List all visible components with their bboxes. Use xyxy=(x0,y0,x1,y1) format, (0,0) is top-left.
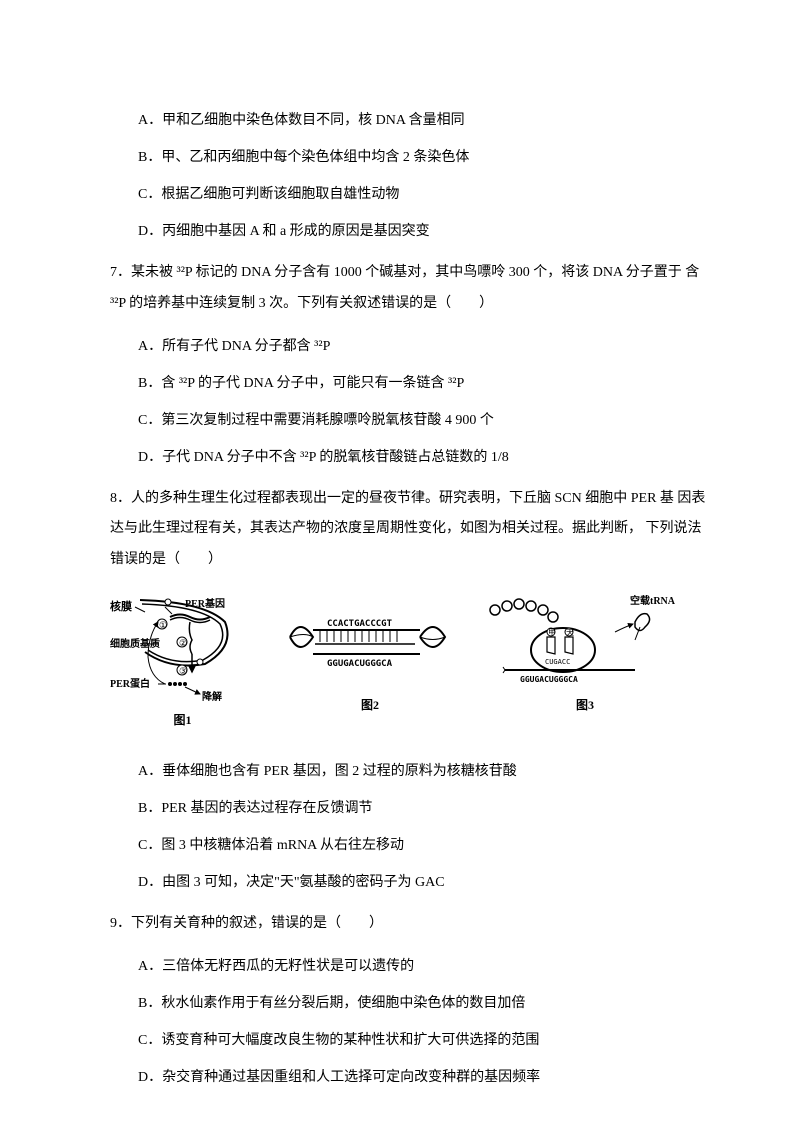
q8-figure-1: ① ② ③ 核膜 xyxy=(110,592,255,729)
fig3-title: 图3 xyxy=(576,696,594,714)
q8-figures: ① ② ③ 核膜 xyxy=(110,592,710,729)
q8-option-a: A．垂体细胞也含有 PER 基因，图 2 过程的原料为核糖核苷酸 xyxy=(110,761,710,782)
q7-option-c: C．第三次复制过程中需要消耗腺嘌呤脱氧核苷酸 4 900 个 xyxy=(110,410,710,431)
fig3-trna-label: 空载tRNA xyxy=(630,594,676,607)
q9-option-a: A．三倍体无籽西瓜的无籽性状是可以遗传的 xyxy=(110,956,710,977)
fig1-title: 图1 xyxy=(173,711,191,729)
q7-option-d: D．子代 DNA 分子中不含 ³²P 的脱氧核苷酸链占总链数的 1/8 xyxy=(110,447,710,468)
q8-stem-line1: 8．人的多种生理生化过程都表现出一定的昼夜节律。研究表明，下丘脑 SCN 细胞中… xyxy=(110,491,674,506)
q6-option-b: B．甲、乙和丙细胞中每个染色体组中均含 2 条染色体 xyxy=(110,147,710,168)
fig2-title: 图2 xyxy=(361,696,379,714)
q8-figure-2: CCACTGACCCGT GGUGACUGGGCA 图2 xyxy=(285,592,455,714)
q8-fig1-svg: ① ② ③ 核膜 xyxy=(110,592,255,707)
q6-option-c: C．根据乙细胞可判断该细胞取自雄性动物 xyxy=(110,184,710,205)
q7-option-b: B．含 ³²P 的子代 DNA 分子中，可能只有一条链含 ³²P xyxy=(110,373,710,394)
svg-text:①: ① xyxy=(159,620,167,630)
q9-option-d: D．杂交育种通过基因重组和人工选择可定向改变种群的基因频率 xyxy=(110,1067,710,1088)
fig1-protein-label: PER蛋白 xyxy=(110,677,150,690)
q8-stem: 8．人的多种生理生化过程都表现出一定的昼夜节律。研究表明，下丘脑 SCN 细胞中… xyxy=(110,484,710,576)
svg-text:天: 天 xyxy=(566,628,574,637)
fig3-seq: GGUGACUGGGCA xyxy=(520,675,578,684)
q8-fig2-svg: CCACTGACCCGT GGUGACUGGGCA xyxy=(285,592,455,692)
q6-option-d: D．丙细胞中基因 A 和 a 形成的原因是基因突变 xyxy=(110,221,710,242)
fig3-codon: CUGACC xyxy=(545,658,570,666)
svg-text:②: ② xyxy=(179,638,187,648)
q7-option-a: A．所有子代 DNA 分子都含 ³²P xyxy=(110,336,710,357)
q9-option-b: B．秋水仙素作用于有丝分裂后期，使细胞中染色体的数目加倍 xyxy=(110,993,710,1014)
q8-option-c: C．图 3 中核糖体沿着 mRNA 从右往左移动 xyxy=(110,835,710,856)
fig1-nucleus-label: 核膜 xyxy=(110,599,132,613)
fig2-top-seq: CCACTGACCCGT xyxy=(327,619,393,629)
q8-option-b: B．PER 基因的表达过程存在反馈调节 xyxy=(110,798,710,819)
q8-fig3-svg: 甲 天 CUGACC GGUGACUGGGCA 空载tRNA xyxy=(485,592,685,692)
svg-text:③: ③ xyxy=(179,666,187,676)
q8-figure-3: 甲 天 CUGACC GGUGACUGGGCA 空载tRNA 图3 xyxy=(485,592,685,714)
q7-stem-line1: 7．某未被 ³²P 标记的 DNA 分子含有 1000 个碱基对，其中鸟嘌呤 3… xyxy=(110,265,682,280)
q6-option-a: A．甲和乙细胞中染色体数目不同，核 DNA 含量相同 xyxy=(110,110,710,131)
q8-option-d: D．由图 3 可知，决定"天"氨基酸的密码子为 GAC xyxy=(110,872,710,893)
svg-text:甲: 甲 xyxy=(548,628,556,637)
q9-option-c: C．诱变育种可大幅度改良生物的某种性状和扩大可供选择的范围 xyxy=(110,1030,710,1051)
q7-stem: 7．某未被 ³²P 标记的 DNA 分子含有 1000 个碱基对，其中鸟嘌呤 3… xyxy=(110,258,710,320)
fig1-degrade-label: 降解 xyxy=(202,690,222,703)
q9-stem: 9．下列有关育种的叙述，错误的是（ ） xyxy=(110,909,710,940)
fig1-gene-label: PER基因 xyxy=(185,597,225,610)
fig2-bot-seq: GGUGACUGGGCA xyxy=(327,659,393,669)
